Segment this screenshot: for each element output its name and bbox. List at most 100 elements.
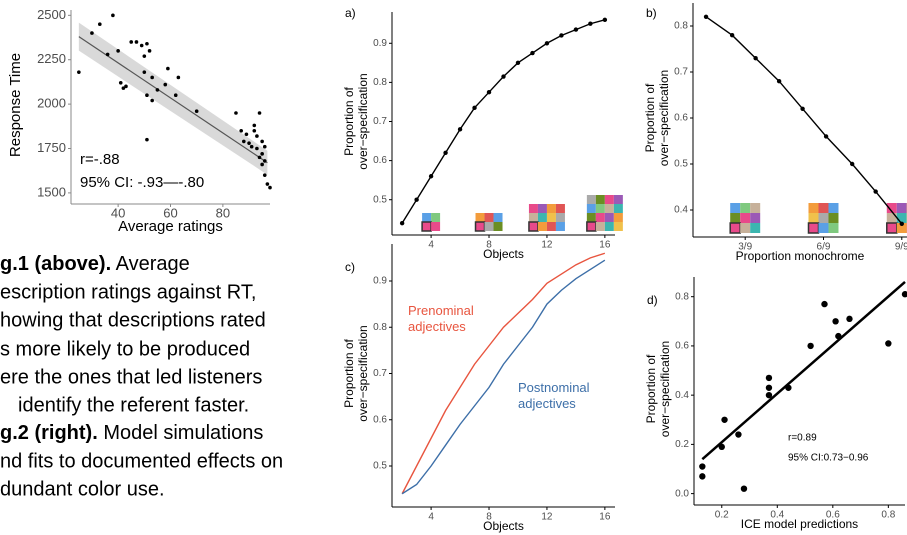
y-tick-label: 0.4 [675,390,689,401]
stimulus-icon [730,213,741,223]
y-axis-label: over−specification [356,325,370,421]
y-tick-label: 2250 [37,51,66,66]
data-point [260,139,264,144]
stimulus-icon [546,204,556,213]
x-tick-label: 3/9 [738,242,752,253]
y-tick-label: 1750 [37,140,66,155]
data-point [145,137,149,142]
data-point [735,431,742,438]
stimulus-icon [595,195,605,204]
series-line [401,259,606,495]
data-point [150,75,154,80]
stimulus-icon [493,213,503,222]
stimulus-icon [586,204,596,213]
data-point [899,221,904,226]
stimulus-icon [886,213,897,223]
stimulus-icon [896,213,907,223]
annotation: r=-.88 [80,151,120,168]
data-point [846,315,853,323]
data-point [249,144,254,149]
data-point [134,40,139,44]
data-point [255,134,259,138]
x-tick-label: 12 [541,512,553,523]
stimulus-icon [730,203,741,213]
y-tick-label: 0.7 [373,368,387,379]
data-point [832,318,839,325]
y-tick-label: 0.8 [674,21,688,32]
x-tick-label: 12 [541,240,553,251]
series-label: Postnominal adjectives [518,380,590,411]
stimulus-icon [422,213,432,222]
confidence-band [78,22,268,175]
stimulus-icon [595,204,605,213]
stimulus-icon [604,213,614,222]
y-tick-label: 0.9 [373,38,387,49]
data-point [530,50,535,56]
data-point [873,189,878,194]
stimulus-icon [421,221,432,232]
x-axis-label: Average ratings [118,218,223,235]
stimulus-icon [431,222,441,231]
stimulus-icon [886,203,897,213]
series-label: Prenominal adjectives [408,303,474,334]
data-point [785,384,792,391]
data-point [150,98,154,103]
y-tick-label: 0.2 [675,439,689,450]
y-axis-label: Proportion of [342,86,356,155]
data-point [234,111,238,115]
stimulus-icon [528,213,538,222]
stimulus-icon [808,203,819,213]
fit-line [701,280,906,461]
x-tick-label: 6/9 [817,242,831,253]
data-point [573,27,579,32]
data-point [699,473,706,480]
data-point [105,52,110,57]
data-point [90,31,94,35]
data-point [765,391,773,399]
annotation: 95% CI:0.73−0.96 [788,453,869,464]
x-tick-label: 0.2 [715,510,729,521]
stimulus-icon [818,223,829,233]
data-point [242,139,246,144]
data-point [443,150,448,155]
y-tick-label: 0.6 [373,155,387,166]
stimulus-icon [484,222,494,231]
data-point [765,384,773,391]
stimulus-icon [484,213,494,222]
y-tick-label: 0.5 [674,159,688,170]
y-tick-label: 0.8 [373,322,387,333]
data-point [800,106,805,112]
y-tick-label: 0.0 [675,488,689,499]
data-point [515,60,521,66]
y-tick-label: 0.8 [675,291,689,302]
stimulus-icon [740,213,751,223]
caption-bold: g.2 (right). [0,422,98,444]
y-axis-label: Proportion of [643,83,657,152]
y-axis-label: over−specification [657,70,671,166]
panel-label: c) [345,260,355,274]
data-point [428,174,434,179]
data-point [155,88,160,92]
caption-line: escription ratings against RT, [0,281,256,303]
data-point [835,332,842,340]
stimulus-icon [808,213,819,223]
stimulus-icon [528,221,539,232]
data-point [145,93,149,98]
stimulus-icon [537,222,547,231]
y-axis-label: Proportion of [644,354,658,423]
x-axis-label: ICE model predictions [741,517,858,531]
x-axis-label: Objects [483,519,524,533]
data-point [849,161,855,167]
data-point [501,74,506,79]
panel-label: b) [646,6,657,20]
data-point [399,220,405,226]
data-point [247,141,251,145]
stimulus-icon [807,222,820,234]
data-point [98,22,102,27]
caption-line: dundant color use. [0,478,165,500]
data-point [268,185,272,190]
caption-line: s more likely to be produced [0,338,250,360]
y-tick-label: 0.4 [674,205,688,216]
stimulus-icon [818,203,829,213]
